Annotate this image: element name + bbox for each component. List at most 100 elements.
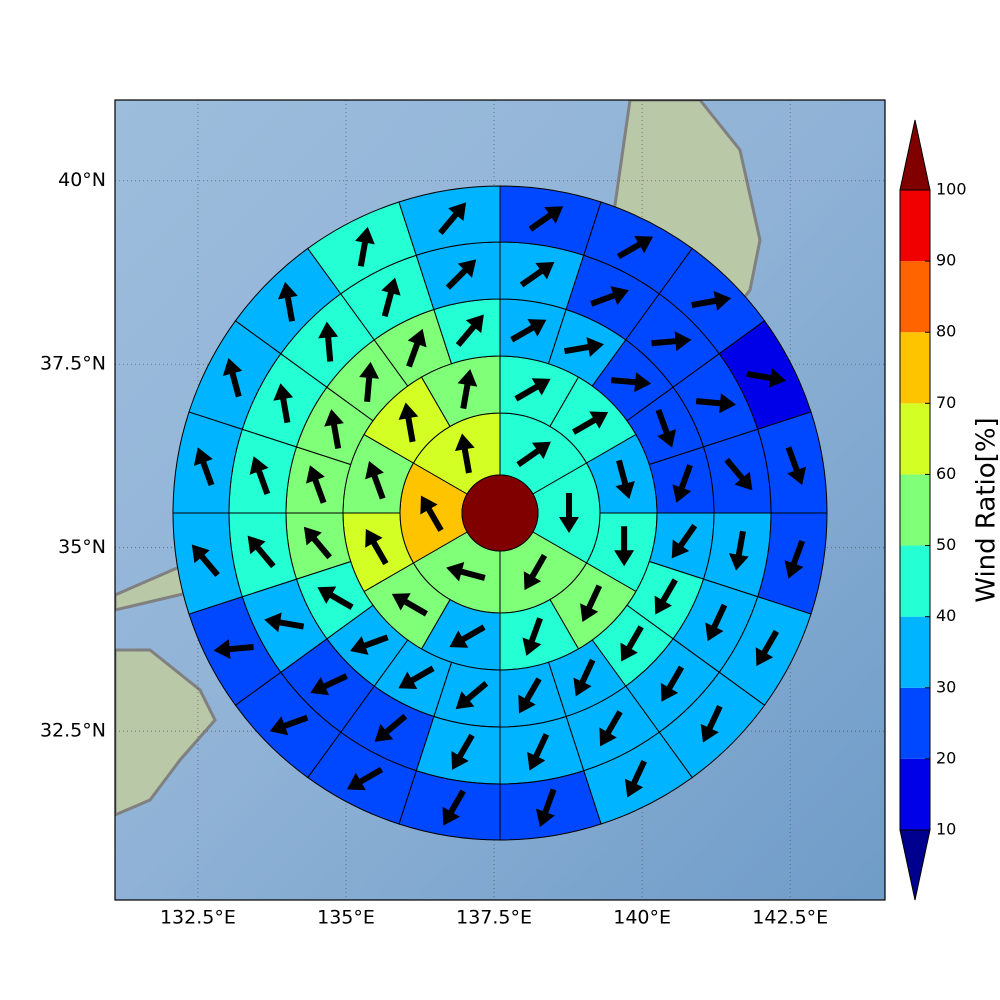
wind-arrow	[273, 383, 294, 424]
wind-arrow	[620, 625, 644, 662]
wind-arrow	[355, 226, 375, 267]
wind-arrow	[365, 528, 389, 566]
x-tick-label: 142.5°E	[752, 907, 828, 929]
wind-arrow	[559, 493, 579, 533]
colorbar-segment	[900, 190, 930, 262]
wind-arrow	[442, 789, 466, 826]
wind-arrow	[398, 402, 419, 443]
wind-arrow	[590, 286, 629, 307]
colorbar-segment	[900, 332, 930, 404]
wind-arrow	[615, 459, 635, 500]
wind-arrow	[514, 378, 551, 402]
wind-arrow	[785, 446, 807, 486]
wind-arrow	[705, 603, 728, 642]
wind-arrow	[191, 544, 220, 578]
wind-arrow	[406, 328, 427, 368]
wind-arrow	[527, 733, 550, 771]
wind-arrow	[536, 788, 557, 828]
wind-arrow	[728, 530, 749, 571]
wind-arrow	[278, 281, 298, 322]
wind-arrow	[599, 710, 623, 747]
x-tick-label: 140°E	[613, 907, 671, 929]
colorbar-tick-label: 80	[936, 322, 956, 341]
wind-arrow	[398, 665, 435, 689]
wind-arrow	[317, 586, 354, 610]
axis-labels: 132.5°E 135°E 137.5°E 140°E 142.5°E 32.5°N 35°…	[40, 169, 828, 928]
wind-arrow	[700, 705, 723, 743]
map-frame	[114, 99, 886, 901]
wind-arrow	[455, 314, 484, 348]
colorbar-tick-label: 40	[936, 606, 956, 625]
y-tick-label: 37.5°N	[40, 353, 106, 375]
y-tick-label: 40°N	[58, 169, 106, 191]
colorbar-extend-high	[899, 119, 931, 191]
wind-arrow	[616, 235, 654, 260]
colorbar-tick-label: 60	[936, 464, 956, 483]
wind-arrow	[518, 677, 542, 714]
wind-arrow	[303, 526, 332, 560]
wind-arrow	[391, 593, 428, 617]
colorbar-tick-label: 90	[936, 251, 956, 270]
wind-arrow	[346, 766, 384, 791]
wind-arrow	[671, 523, 698, 559]
x-tick-label: 135°E	[317, 907, 375, 929]
wind-arrow	[318, 321, 339, 362]
wind-arrow	[381, 277, 401, 318]
wind-arrow	[614, 526, 635, 567]
wind-arrow	[516, 441, 551, 468]
wind-arrow	[445, 259, 477, 290]
colorbar-extend-low	[899, 829, 931, 901]
wind-arrow	[522, 617, 543, 656]
wind-arrow	[573, 658, 596, 697]
wind-arrow	[306, 465, 327, 504]
sector-plot	[172, 185, 828, 841]
wind-arrow	[310, 673, 348, 696]
wind-arrow	[784, 539, 805, 579]
colorbar-segment	[900, 758, 930, 830]
wind-arrow	[572, 411, 609, 435]
colorbar-tick-label: 70	[936, 393, 956, 412]
wind-arrow	[193, 447, 215, 487]
colorbar-tick-label: 50	[936, 535, 956, 554]
wind-arrow	[213, 639, 254, 660]
wind-arrow	[651, 331, 692, 352]
wind-arrow	[446, 562, 486, 582]
wind-arrow	[519, 262, 555, 288]
wind-arrow	[660, 665, 685, 702]
wind-arrow	[365, 460, 386, 500]
wind-arrow	[420, 495, 444, 532]
wind-arrow	[755, 629, 780, 667]
wind-arrow	[454, 433, 475, 474]
wind-arrow	[269, 714, 309, 736]
colorbar: 10 20 30 40 50 60 70 80 90 100	[899, 119, 967, 901]
wind-arrow	[350, 634, 389, 655]
wind-arrow	[457, 369, 478, 410]
wind-arrow	[563, 337, 604, 357]
wind-arrow	[610, 372, 652, 393]
wind-arrow	[451, 733, 475, 770]
wind-arrow	[222, 357, 243, 398]
wind-arrow	[528, 206, 564, 232]
y-tick-label: 35°N	[58, 536, 106, 558]
colorbar-tick-label: 20	[936, 748, 956, 767]
colorbar-segment	[900, 403, 930, 475]
kyushu	[115, 648, 217, 817]
colorbar-segment	[900, 261, 930, 333]
wind-arrow	[359, 361, 380, 403]
wind-arrow	[691, 291, 732, 311]
wind-arrow	[455, 681, 489, 710]
wind-arrow	[654, 578, 678, 615]
wind-arrow	[672, 464, 693, 503]
wind-arrow	[438, 202, 467, 235]
wind-arrow	[724, 457, 753, 491]
x-tick-label: 132.5°E	[160, 907, 236, 929]
wind-arrow	[449, 624, 486, 648]
colorbar-segment	[900, 545, 930, 617]
wind-arrow	[695, 393, 736, 414]
colorbar-segment	[900, 687, 930, 759]
wind-arrow	[523, 553, 548, 591]
x-tick-label: 137.5°E	[456, 907, 532, 929]
center-disc	[461, 474, 539, 552]
colorbar-tick-label: 100	[936, 180, 967, 199]
wind-arrow	[324, 409, 344, 450]
